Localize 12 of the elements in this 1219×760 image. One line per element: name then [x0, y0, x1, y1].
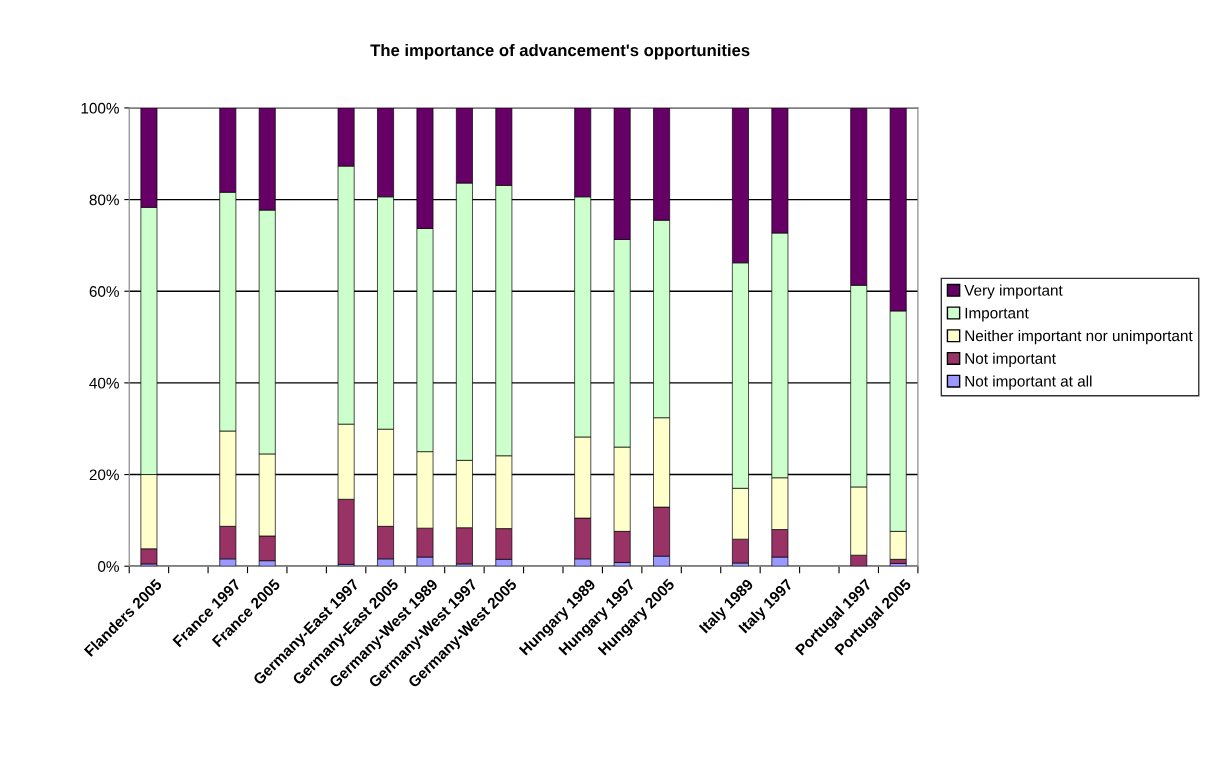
y-tick-label: 60%	[89, 286, 119, 297]
legend-label: Neither important nor unimportant	[965, 329, 1193, 345]
legend-label: Not important at all	[965, 375, 1092, 390]
y-tick-label: 100%	[81, 102, 119, 114]
legend-label: Not important	[965, 352, 1056, 367]
legend-label: Important	[965, 307, 1029, 322]
y-tick-label: 0%	[98, 561, 119, 572]
y-tick-label: 40%	[89, 377, 119, 389]
chart-title: The importance of advancement's opportunities	[370, 43, 750, 60]
y-tick-label: 20%	[89, 469, 119, 481]
legend-label: Very important	[964, 284, 1063, 299]
y-tick-label: 80%	[89, 194, 119, 206]
